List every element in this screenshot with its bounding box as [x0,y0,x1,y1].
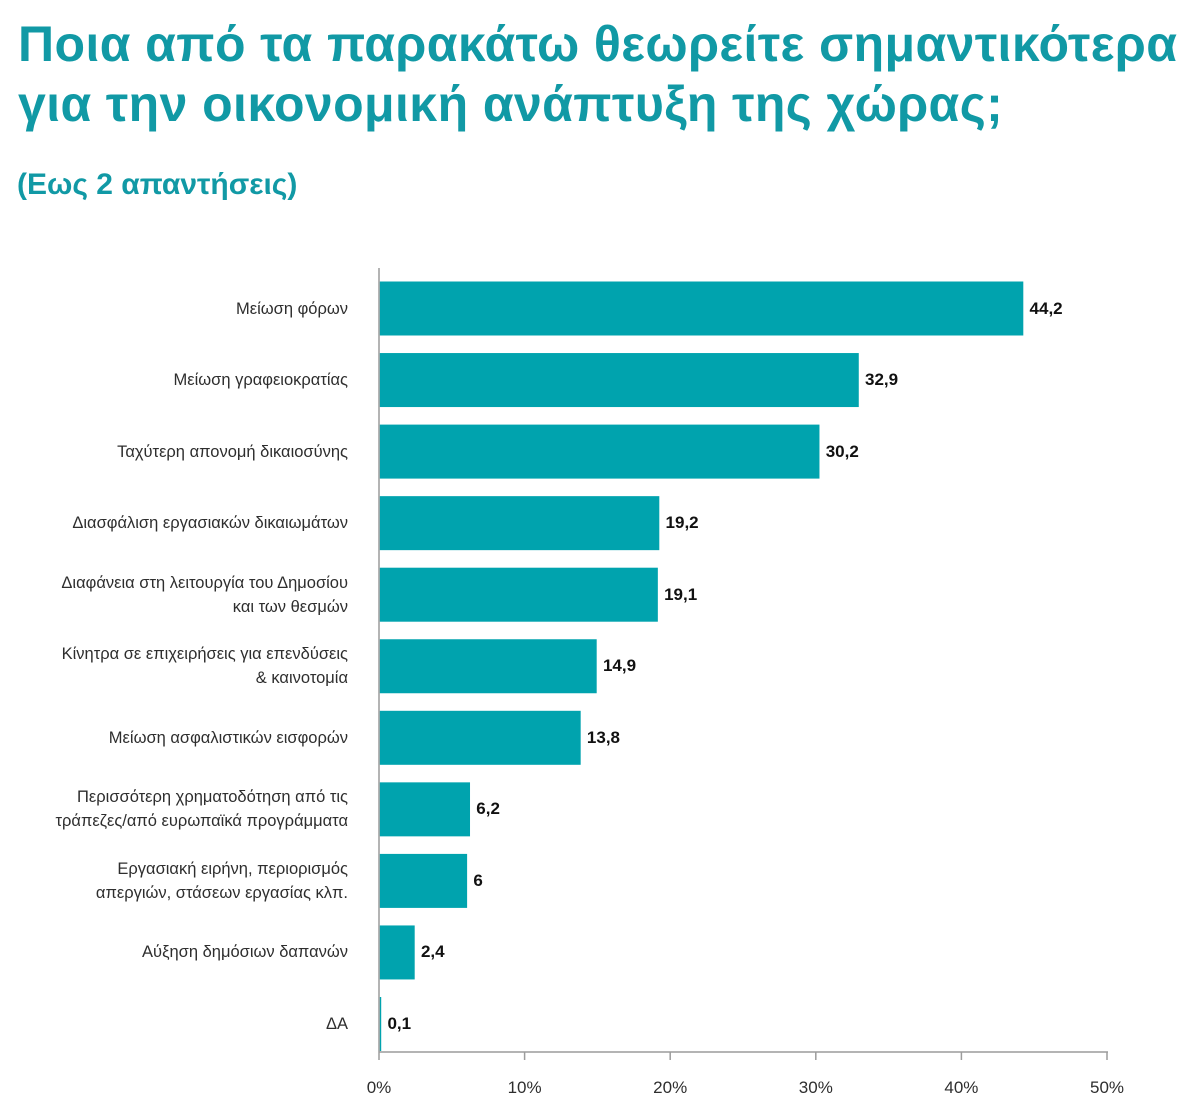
value-label-2: 32,9 [865,370,899,390]
category-label-5: Διαφάνεια στη λειτουργία του Δημοσίου κα… [61,573,348,616]
bar-11 [379,997,382,1051]
x-tick-label-5: 40% [944,1078,979,1097]
value-label-11: 0,1 [387,1014,412,1033]
bar-10 [379,925,415,980]
category-label-9: Εργασιακή ειρήνη, περιορισμός απεργιών, … [95,859,348,902]
bar-4 [379,496,660,551]
bar-5 [379,567,658,622]
category-label-6: Κίνητρα σε επιχειρήσεις για επενδύσεις &… [61,645,348,688]
value-label-1: 44,2 [1029,298,1063,318]
value-label-8: 6,2 [476,799,500,819]
x-tick-label-6: 50% [1089,1078,1125,1097]
bar-7 [379,710,581,765]
x-tick-label-3: 20% [653,1078,688,1097]
category-label-8: Περισσότερη χρηματοδότηση από τις τράπεζ… [55,788,348,831]
value-label-6: 14,9 [602,656,637,676]
chart-title: Ποια από τα παρακάτω θεωρείτε σημαντικότ… [18,16,1178,132]
value-label-5: 19,1 [664,584,698,604]
chart-subtitle: (Εως 2 απαντήσεις) [17,168,298,201]
category-label-7: Μείωση ασφαλιστικών εισφορών [108,728,348,747]
bar-1 [379,281,1024,336]
bar-9 [379,853,468,908]
x-tick-label-2: 10% [507,1078,542,1097]
category-label-3: Ταχύτερη απονομή δικαιοσύνης [117,442,348,461]
x-tick-label-1: 0% [366,1078,392,1097]
category-label-10: Αύξηση δημόσιων δαπανών [142,943,348,962]
category-label-1: Μείωση φόρων [236,299,348,318]
x-tick-label-4: 30% [798,1078,833,1097]
bar-8 [379,782,471,837]
category-label-4: Διασφάλιση εργασιακών δικαιωμάτων [72,514,348,533]
category-label-11: ΔΑ [325,1015,348,1033]
value-label-3: 30,2 [825,441,859,461]
bar-6 [379,639,597,694]
value-label-10: 2,4 [420,942,445,962]
value-label-4: 19,2 [665,513,699,533]
bar-2 [379,353,859,408]
value-label-7: 13,8 [586,727,621,747]
bar-3 [379,424,820,479]
value-label-9: 6 [473,870,483,890]
category-label-2: Μείωση γραφειοκρατίας [173,371,348,390]
